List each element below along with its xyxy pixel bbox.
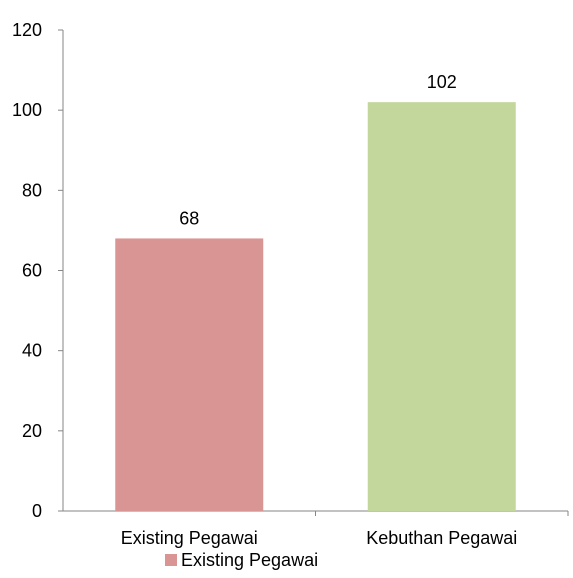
y-tick-label: 0 xyxy=(32,501,42,521)
legend-swatch xyxy=(165,554,177,566)
legend-label: Existing Pegawai xyxy=(181,550,318,570)
bars xyxy=(115,102,516,512)
y-tick-label: 80 xyxy=(22,180,42,200)
bar-existing-pegawai xyxy=(115,238,264,511)
y-axis: 0 20 40 60 80 100 120 xyxy=(12,20,64,521)
y-tick-label: 60 xyxy=(22,261,42,281)
x-axis: Existing Pegawai Kebuthan Pegawai xyxy=(63,510,569,548)
data-label: 102 xyxy=(427,72,457,92)
bar-kebuthan-pegawai xyxy=(367,102,516,512)
x-tick-label: Kebuthan Pegawai xyxy=(366,528,517,548)
y-tick-label: 100 xyxy=(12,100,42,120)
data-label: 68 xyxy=(179,208,199,228)
y-tick-label: 40 xyxy=(22,341,42,361)
y-tick-label: 20 xyxy=(22,421,42,441)
data-labels: 68 102 xyxy=(179,72,457,228)
x-tick-label: Existing Pegawai xyxy=(121,528,258,548)
y-tick-label: 120 xyxy=(12,20,42,40)
legend: Existing Pegawai xyxy=(165,550,318,570)
